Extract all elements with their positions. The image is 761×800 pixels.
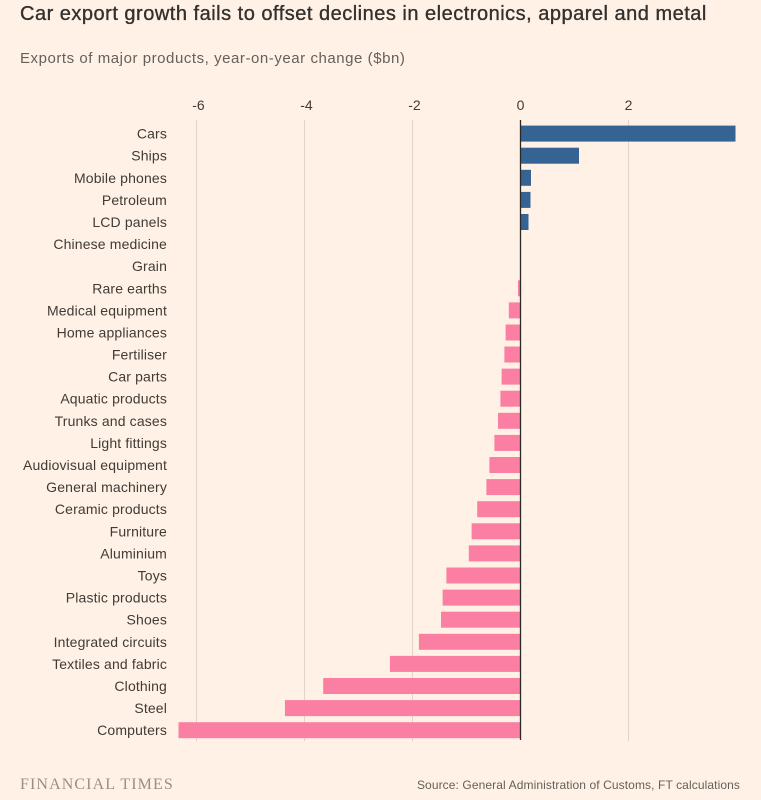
svg-text:Computers: Computers: [97, 722, 167, 738]
svg-text:Petroleum: Petroleum: [102, 192, 167, 208]
svg-text:Rare earths: Rare earths: [92, 280, 167, 296]
svg-text:Light fittings: Light fittings: [90, 435, 167, 451]
svg-text:Clothing: Clothing: [114, 678, 167, 694]
svg-text:Mobile phones: Mobile phones: [74, 170, 167, 186]
svg-text:Integrated circuits: Integrated circuits: [54, 634, 167, 650]
svg-text:Home appliances: Home appliances: [57, 325, 167, 341]
svg-text:Shoes: Shoes: [127, 612, 167, 628]
svg-text:Ceramic products: Ceramic products: [55, 501, 167, 517]
svg-text:Ships: Ships: [131, 148, 167, 164]
svg-text:0: 0: [517, 97, 525, 113]
svg-text:LCD panels: LCD panels: [92, 214, 167, 230]
svg-text:Toys: Toys: [138, 568, 167, 584]
svg-text:Trunks and cases: Trunks and cases: [55, 413, 167, 429]
svg-text:2: 2: [625, 97, 633, 113]
svg-text:Fertiliser: Fertiliser: [112, 347, 167, 363]
svg-text:Chinese medicine: Chinese medicine: [53, 236, 167, 252]
svg-text:Steel: Steel: [134, 700, 167, 716]
svg-text:Audiovisual equipment: Audiovisual equipment: [23, 457, 167, 473]
svg-text:Textiles and fabric: Textiles and fabric: [52, 656, 167, 672]
svg-text:Furniture: Furniture: [110, 523, 167, 539]
svg-text:Medical equipment: Medical equipment: [47, 302, 167, 318]
svg-text:-4: -4: [300, 97, 313, 113]
svg-text:Plastic products: Plastic products: [66, 590, 167, 606]
svg-text:General machinery: General machinery: [46, 479, 167, 495]
svg-text:Aquatic products: Aquatic products: [60, 391, 167, 407]
svg-text:-6: -6: [192, 97, 205, 113]
svg-text:-2: -2: [408, 97, 421, 113]
svg-text:Car parts: Car parts: [108, 369, 167, 385]
svg-text:Grain: Grain: [132, 258, 167, 274]
svg-text:Aluminium: Aluminium: [100, 545, 167, 561]
svg-text:Cars: Cars: [137, 126, 167, 142]
